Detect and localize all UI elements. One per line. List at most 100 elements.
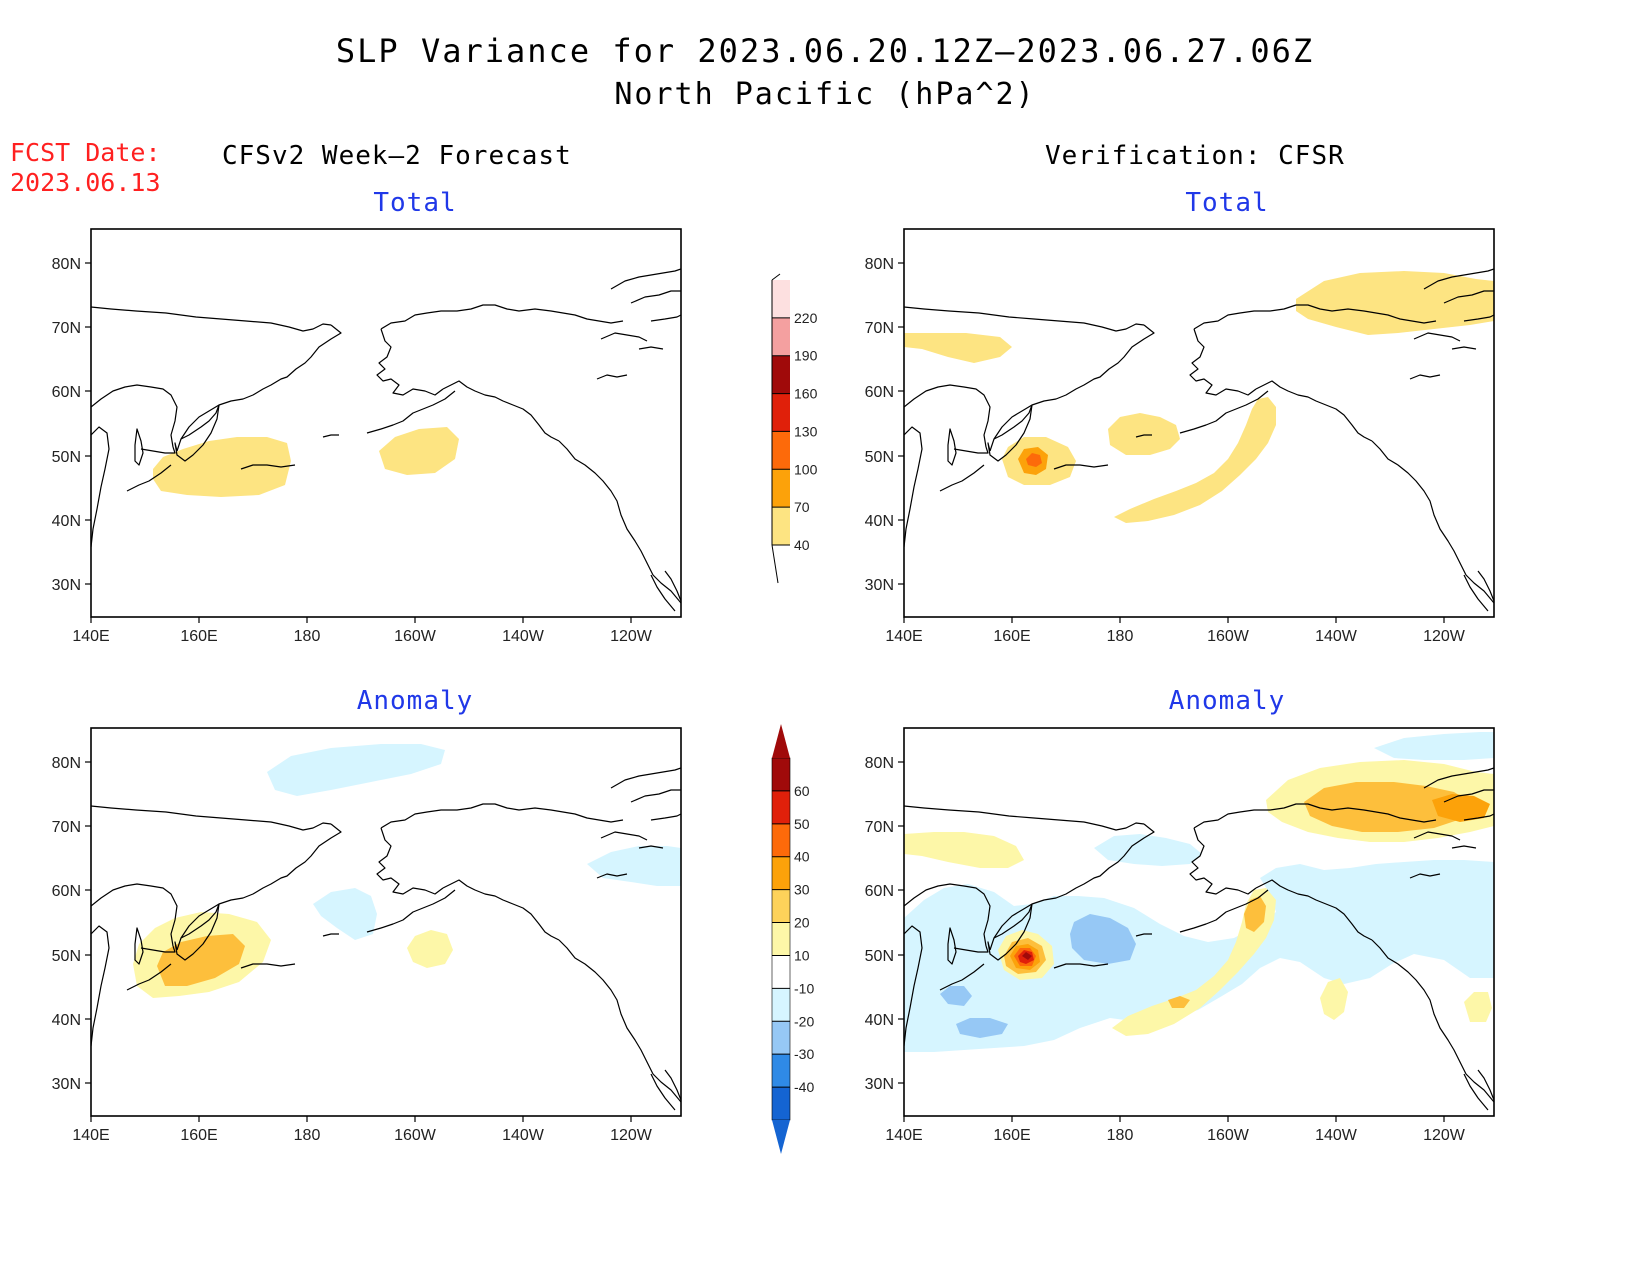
variance-contour-40 — [904, 333, 1012, 363]
lon-tick-label: 140W — [502, 628, 545, 645]
colorbar-swatch — [772, 790, 790, 824]
lon-tick-label: 120W — [1423, 1127, 1466, 1144]
colorbar-swatch — [772, 758, 790, 791]
lon-tick-label: 140E — [885, 1127, 922, 1144]
colorbar-label: 50 — [794, 816, 810, 832]
anomaly-contour-20 — [1244, 896, 1266, 932]
lat-tick-label: 80N — [865, 256, 894, 273]
colorbar-label: 70 — [794, 499, 810, 515]
lat-tick-label: 40N — [52, 1012, 81, 1029]
colorbar-label: 10 — [794, 947, 810, 963]
anomaly-contour-10 — [1320, 978, 1348, 1020]
lon-tick-label: 180 — [1107, 1127, 1134, 1144]
anomaly-contour-10 — [407, 930, 453, 968]
anomaly-contour-neg10 — [1094, 834, 1202, 866]
longitude-labels: 140E 160E 180 160W 140W 120W 140E 160E 180 160W 14… — [72, 628, 1465, 1144]
colorbar-label: 100 — [794, 461, 818, 477]
colorbar-label: 160 — [794, 386, 818, 402]
lon-tick-label: 120W — [610, 1127, 653, 1144]
panel-label-forecast-total: Total — [373, 188, 457, 218]
page-title: SLP Variance for 2023.06.20.12Z—2023.06.… — [335, 32, 1315, 70]
lon-tick-label: 160W — [394, 1127, 437, 1144]
colorbar-swatch — [772, 1021, 790, 1055]
anomaly-contour-neg10 — [587, 846, 681, 886]
lat-tick-label: 70N — [865, 320, 894, 337]
lat-tick-label: 60N — [865, 384, 894, 401]
colorbar-swatch — [772, 922, 790, 956]
colorbar-label: 30 — [794, 882, 810, 898]
lat-tick-label: 30N — [865, 577, 894, 594]
colorbar-swatch — [772, 355, 790, 394]
lat-tick-label: 70N — [52, 819, 81, 836]
lat-tick-label: 30N — [52, 1076, 81, 1093]
colorbar-label: 220 — [794, 310, 818, 326]
panel-label-verification-anomaly: Anomaly — [1168, 686, 1286, 716]
colorbar-swatch — [772, 889, 790, 923]
anomaly-contour-neg20 — [940, 986, 972, 1006]
variance-contour-40 — [1296, 271, 1494, 335]
colorbar-label: 20 — [794, 915, 810, 931]
lat-tick-label: 60N — [52, 384, 81, 401]
colorbar-total: 40 70 100 130 160 190 220 — [771, 273, 818, 584]
lat-tick-label: 40N — [52, 513, 81, 530]
lat-tick-label: 80N — [52, 755, 81, 772]
fcst-date: FCST Date: 2023.06.13 — [10, 138, 161, 198]
colorbar-tail — [771, 544, 779, 584]
colorbar-label: 190 — [794, 348, 818, 364]
lon-tick-label: 160E — [993, 1127, 1030, 1144]
lat-tick-label: 30N — [52, 577, 81, 594]
colorbar-label: 40 — [794, 537, 810, 553]
colorbar-swatch — [772, 955, 790, 989]
anomaly-contour-10 — [904, 832, 1024, 868]
colorbar-bottom-arrow — [772, 1120, 790, 1154]
lat-tick-label: 30N — [865, 1076, 894, 1093]
lat-tick-label: 60N — [52, 883, 81, 900]
lat-tick-label: 40N — [865, 513, 894, 530]
anomaly-contour-60 — [1022, 952, 1032, 960]
lat-tick-label: 80N — [865, 755, 894, 772]
anomaly-contour-20 — [157, 934, 245, 986]
colorbar-label: 40 — [794, 849, 810, 865]
lon-tick-label: 160E — [993, 628, 1030, 645]
fcst-date-label: FCST Date: — [10, 138, 161, 167]
lon-tick-label: 180 — [294, 628, 321, 645]
colorbar-swatch — [772, 280, 790, 318]
colorbar-label: -40 — [794, 1079, 814, 1095]
lon-tick-label: 160E — [180, 1127, 217, 1144]
colorbar-swatch — [772, 1054, 790, 1088]
map-forecast-anomaly — [84, 727, 682, 1123]
lon-tick-label: 140E — [72, 1127, 109, 1144]
colorbar-swatch — [772, 507, 790, 545]
lat-tick-label: 40N — [865, 1012, 894, 1029]
lat-tick-label: 50N — [865, 449, 894, 466]
anomaly-contour-20 — [1304, 782, 1470, 832]
lon-tick-label: 160E — [180, 628, 217, 645]
colorbar-label: 130 — [794, 423, 818, 439]
colorbar-label: -20 — [794, 1013, 814, 1029]
anomaly-contour-neg20 — [1070, 914, 1136, 964]
lat-tick-label: 70N — [52, 320, 81, 337]
anomaly-contour-neg10 — [267, 744, 445, 796]
colorbar-top-arrow — [772, 724, 790, 758]
colorbar-anomaly: -40 -30 -20 -10 10 20 30 40 50 60 — [771, 724, 814, 1154]
lon-tick-label: 180 — [294, 1127, 321, 1144]
colorbar-swatch — [772, 988, 790, 1022]
latitude-labels: 80N 70N 60N 50N 40N 30N 80N 70N 60N 50N 40N 30N 80N 7… — [52, 256, 894, 1093]
variance-contour-40 — [153, 437, 291, 497]
colorbar-swatch — [772, 393, 790, 432]
column-header-forecast: CFSv2 Week—2 Forecast — [222, 141, 572, 171]
anomaly-contour-neg10 — [313, 888, 377, 940]
lon-tick-label: 120W — [1423, 628, 1466, 645]
variance-contour-40 — [1108, 413, 1180, 455]
colorbar-swatch — [772, 317, 790, 356]
colorbar-swatch — [772, 856, 790, 890]
map-forecast-total — [84, 228, 682, 624]
lon-tick-label: 140E — [72, 628, 109, 645]
colorbar-swatch — [772, 431, 790, 470]
colorbar-swatch — [772, 469, 790, 508]
colorbar-tip — [771, 273, 781, 281]
colorbar-label: -30 — [794, 1046, 814, 1062]
variance-contour-40 — [1114, 397, 1276, 523]
column-header-verification: Verification: CFSR — [1045, 141, 1345, 171]
